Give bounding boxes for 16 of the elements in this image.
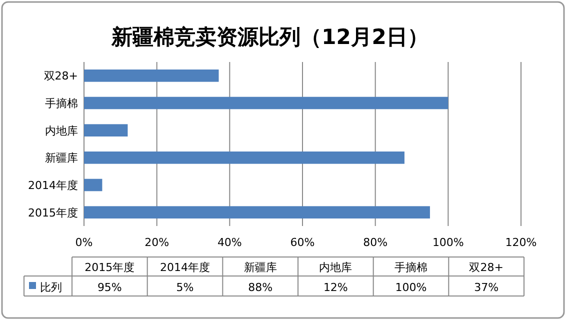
y-tick-label: 手摘棉	[45, 97, 78, 110]
y-tick-label: 2014年度	[28, 179, 78, 192]
x-tick-label: 80%	[363, 236, 388, 249]
y-tick-label: 2015年度	[28, 206, 78, 220]
y-tick-label: 新疆库	[45, 152, 78, 165]
x-tick-label: 120%	[505, 236, 537, 249]
x-tick-label: 60%	[290, 236, 315, 249]
y-tick-label: 内地库	[45, 124, 78, 138]
chart-title: 新疆棉竞卖资源比列（12月2日）	[110, 25, 428, 49]
x-tick-label: 20%	[144, 236, 170, 249]
x-tick-label: 100%	[432, 236, 464, 249]
x-tick-label: 0%	[75, 236, 93, 249]
x-tick-label: 40%	[217, 236, 242, 249]
legend-label: 比列	[40, 281, 62, 294]
y-tick-label: 双28+	[44, 70, 78, 83]
data-table: 2015年度 2014年度 新疆库 内地库 手摘棉 双28+ 比列 95% 5% 88% 12% 100% 37%	[24, 256, 524, 296]
